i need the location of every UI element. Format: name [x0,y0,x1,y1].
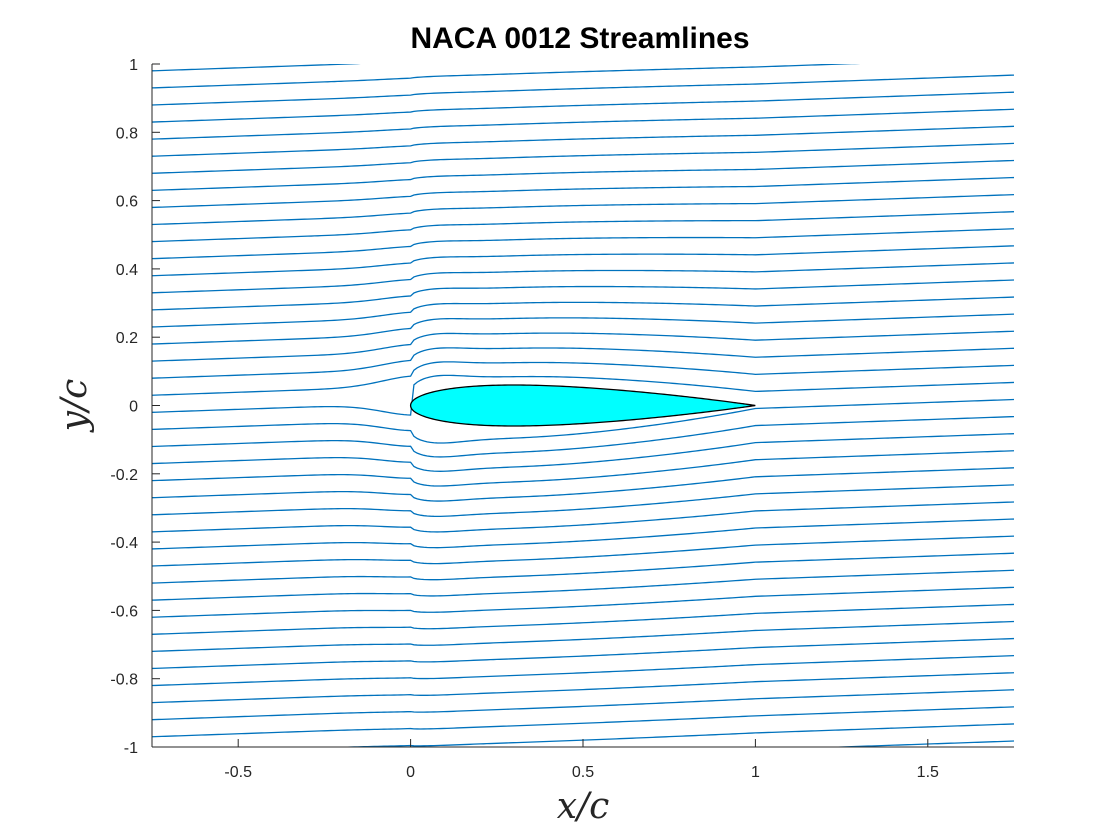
streamline [152,91,1014,123]
streamline [331,723,1014,747]
y-tick-label: 1 [129,57,138,74]
y-tick-label: -0.8 [110,672,138,689]
chart-title: NACA 0012 Streamlines [410,22,749,55]
streamline [152,706,1014,738]
streamline [152,450,1014,487]
streamline [152,484,1014,518]
streamline [822,740,1014,747]
x-tick-label: -0.5 [224,764,252,781]
streamline [152,313,1014,345]
streamline [152,142,1014,174]
streamline [152,245,1014,277]
streamline [152,655,1014,687]
y-tick-label: 0.8 [116,125,138,142]
streamline [152,296,1014,328]
y-tick-label: 0 [129,399,138,416]
streamline [152,501,1014,533]
streamline [152,586,1014,618]
streamline [152,108,1014,140]
streamline [152,569,1014,601]
streamline [152,637,1014,670]
streamline [152,433,1014,472]
y-axis-label: y/c [54,379,95,434]
y-tick-label: 0.2 [116,330,138,347]
streamline [152,398,1014,444]
y-tick-label: -1 [124,740,138,757]
streamline [152,689,1014,721]
streamline [152,74,1014,106]
airfoil-layer [409,384,756,427]
streamline [152,330,1014,362]
x-axis-label: x/c [557,786,610,827]
y-ticks: -1 -0.8 -0.6 -0.4 -0.2 0 0.2 0.4 0.6 0.8 1 [110,57,160,757]
streamline [152,262,1014,294]
x-tick-label: 0 [406,764,415,781]
streamline [152,159,1014,191]
streamline [152,603,1014,635]
streamline [152,193,1014,226]
streamline [152,211,1014,243]
y-tick-label: 0.6 [116,194,138,211]
streamline [152,620,1014,653]
airfoil-shape [409,384,756,427]
streamline [152,552,1014,584]
streamline [152,467,1014,502]
streamline [152,64,363,72]
streamline [152,64,861,89]
streamline-group [152,64,1014,747]
x-tick-label: 1 [751,764,760,781]
y-tick-label: -0.2 [110,467,138,484]
streamline [152,125,1014,157]
streamline [152,176,1014,209]
streamline [152,374,1014,416]
y-tick-label: -0.4 [110,535,138,552]
streamline [152,279,1014,311]
x-ticks: -0.5 0 0.5 1 1.5 [224,739,939,781]
y-tick-label: 0.4 [116,262,138,279]
streamline [152,347,1014,379]
streamline [152,518,1014,550]
y-tick-label: -0.6 [110,603,138,620]
streamline [152,361,1014,396]
streamline [152,672,1014,704]
x-tick-label: 1.5 [917,764,939,781]
streamline [152,415,1014,458]
streamline [152,535,1014,567]
streamline [152,228,1014,260]
x-tick-label: 0.5 [572,764,594,781]
